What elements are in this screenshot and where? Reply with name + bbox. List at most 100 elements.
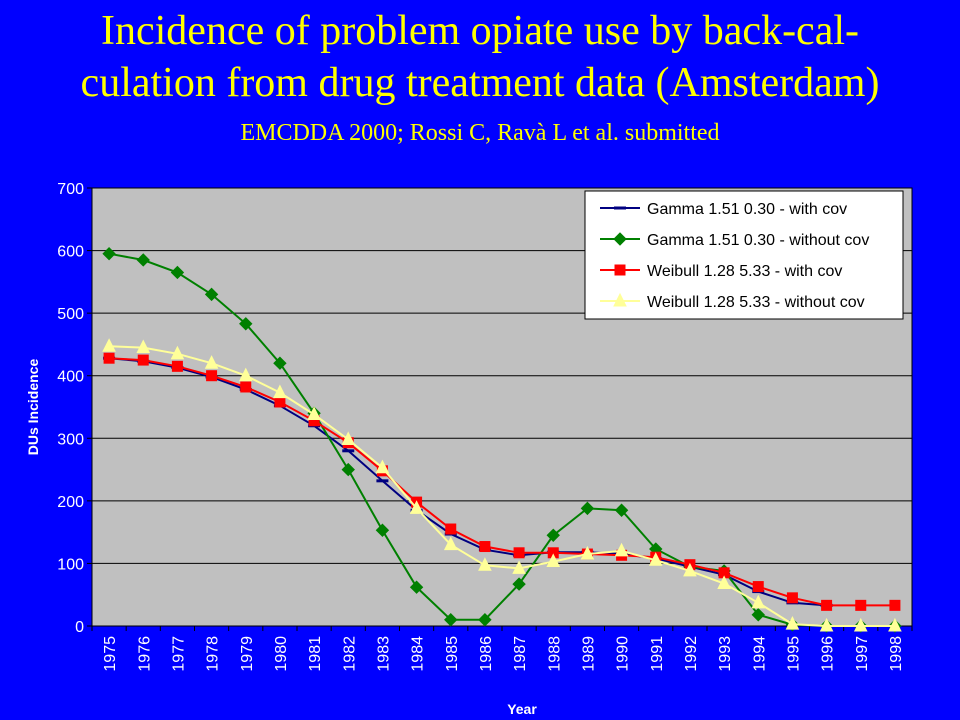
series-4-point [888, 617, 902, 632]
series-2-point [751, 608, 765, 622]
series-3-point [855, 599, 867, 611]
series-2-point [341, 462, 355, 477]
x-tick-label: 1986 [478, 636, 495, 672]
series-2-point [546, 528, 560, 542]
x-tick-label: 1988 [546, 636, 563, 672]
y-tick-label: 100 [57, 556, 84, 573]
x-tick-label: 1980 [273, 636, 290, 672]
series-3-point [513, 547, 525, 559]
series-2-point [409, 580, 424, 594]
series-2-point [273, 356, 287, 370]
series-4-point [136, 339, 151, 354]
series-4-point [375, 459, 390, 474]
series-4-point [512, 560, 526, 574]
legend-marker-1 [614, 206, 626, 210]
series-4-point [204, 355, 219, 369]
series-4-point [717, 575, 731, 589]
x-tick-label: 1985 [444, 636, 461, 672]
y-tick-label: 200 [57, 494, 84, 511]
series-2-point [204, 287, 219, 302]
series-3-point [479, 541, 491, 553]
x-tick-label: 1989 [580, 636, 597, 672]
series-2-point [136, 253, 150, 267]
x-tick-label: 1983 [375, 636, 392, 672]
legend-label-4: Weibull 1.28 5.33 - without cov [647, 294, 865, 311]
legend-box [584, 190, 904, 320]
series-3-point [752, 581, 764, 593]
series-3-point [786, 592, 798, 604]
series-2-line [108, 252, 895, 627]
series-3-point [274, 396, 286, 408]
y-tick-label: 300 [57, 431, 84, 448]
y-tick-label: 0 [75, 619, 84, 636]
x-tick-label: 1997 [854, 636, 871, 672]
y-axis-title: DUs Incidence [25, 359, 41, 456]
y-tick-label: 600 [57, 244, 84, 261]
series-3-point [171, 360, 183, 372]
x-tick-label: 1998 [888, 636, 905, 672]
x-tick-label: 1996 [820, 636, 837, 672]
y-tick-label: 500 [57, 306, 84, 323]
series-4-point [273, 384, 287, 399]
series-4-point [238, 367, 253, 382]
legend-marker-4 [613, 292, 627, 307]
x-tick-label: 1978 [205, 636, 222, 672]
legend-label-2: Gamma 1.51 0.30 - without cov [647, 232, 869, 249]
series-4-point [853, 617, 868, 632]
series-1-point [342, 449, 355, 453]
series-2-point [170, 265, 185, 280]
legend-marker-3 [614, 264, 626, 276]
x-tick-label: 1992 [683, 636, 700, 672]
series-4-point [102, 338, 116, 352]
series-4-point [785, 616, 800, 630]
series-3-point [821, 599, 833, 611]
series-4-point [341, 431, 356, 446]
series-4-point [409, 500, 424, 514]
series-2-point [478, 613, 492, 627]
series-4-point [170, 345, 185, 360]
x-tick-label: 1991 [649, 636, 666, 672]
series-3-point [889, 599, 901, 611]
series-3-point [206, 370, 218, 382]
series-2-point [444, 613, 458, 627]
series-3-point [103, 352, 115, 364]
series-2-point [614, 503, 629, 517]
series-4-point [580, 545, 595, 560]
x-axis-title: Year [507, 701, 537, 717]
legend-label-3: Weibull 1.28 5.33 - with cov [647, 263, 842, 280]
series-3-line [109, 357, 895, 607]
series-2-point [580, 501, 595, 516]
x-tick-label: 1975 [102, 636, 119, 672]
series-4-point [648, 552, 663, 566]
x-tick-label: 1979 [239, 636, 256, 672]
y-tick-label: 400 [57, 369, 84, 386]
series-1-line [109, 357, 827, 607]
series-4-point [683, 562, 697, 577]
series-3-point [240, 381, 252, 393]
x-tick-label: 1982 [341, 636, 358, 672]
x-tick-label: 1993 [717, 636, 734, 672]
series-4-point [546, 553, 561, 568]
series-4-point [819, 617, 834, 632]
series-4-point [614, 542, 629, 557]
series-4-point [751, 594, 766, 609]
slide-title-line-2: culation from drug treatment data (Amste… [80, 60, 880, 106]
series-2-point [512, 577, 526, 591]
series-4 [102, 338, 902, 632]
x-tick-label: 1981 [307, 636, 324, 672]
x-tick-label: 1977 [170, 636, 187, 672]
x-tick-label: 1976 [136, 636, 153, 672]
series-2-point [375, 523, 390, 537]
x-tick-label: 1994 [751, 636, 768, 672]
slide-subtitle: EMCDDA 2000; Rossi C, Ravà L et al. subm… [240, 120, 720, 146]
series-4-point [443, 536, 458, 551]
series-3-point [445, 523, 457, 535]
y-tick-label: 700 [57, 181, 84, 198]
series-4-point [307, 406, 321, 421]
series-4-point [478, 557, 492, 571]
series-2-point [102, 246, 116, 261]
series-1-point [376, 479, 389, 483]
legend-label-1: Gamma 1.51 0.30 - with cov [647, 201, 847, 218]
x-tick-label: 1987 [512, 636, 529, 672]
